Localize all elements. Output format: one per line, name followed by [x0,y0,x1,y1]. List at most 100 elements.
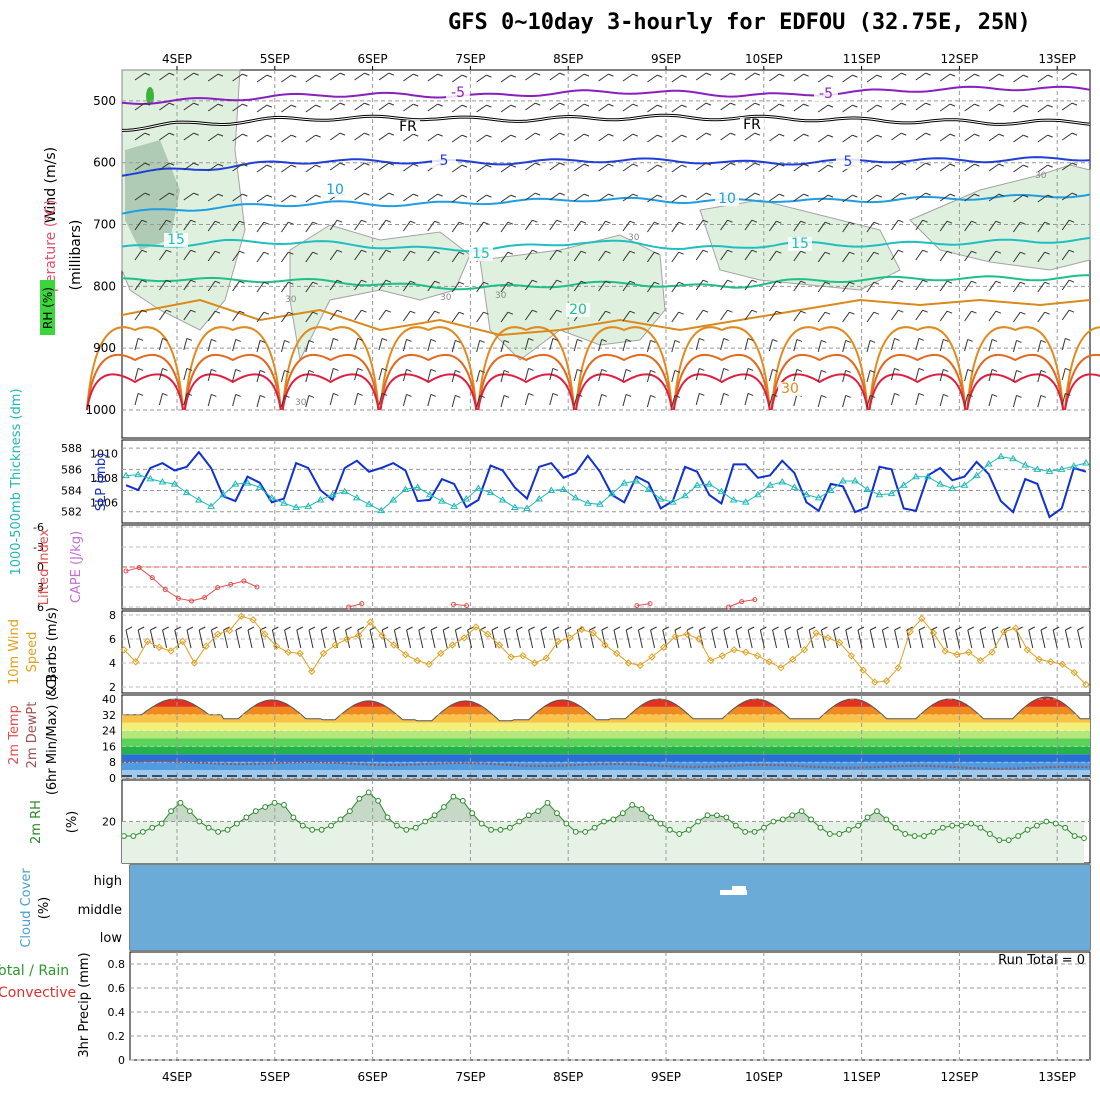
day-label-bottom: 13SEP [1038,1070,1076,1084]
wind-barb-flag [803,133,809,137]
rh-point [1024,826,1031,833]
thickness-point [377,506,386,514]
wind-barb [525,192,536,201]
rh-point [488,826,494,833]
thickness-point [1009,454,1017,462]
rh-point [845,826,852,833]
wind-barb [1037,370,1042,383]
wind-barb [549,219,558,231]
wind-barb-flag [166,279,172,283]
wind-speed-point [437,649,445,658]
day-label-top: 6SEP [358,52,388,66]
rh-point [761,824,767,831]
wind-barb [137,629,143,649]
ylabel-temp-units: (6hr Min/Max) (°C) [45,675,60,795]
wind-speed-point [777,664,785,672]
wind-barb [305,370,310,383]
thickness-point [972,471,981,479]
wind-barb [183,309,192,321]
wind-barb-flag [510,194,517,198]
wind-barb [1013,104,1024,113]
wind-barb-flag [803,193,809,197]
wind-barb [442,629,448,649]
wind-barb-flag [1071,102,1078,106]
wind-barb-flag [784,626,792,631]
wind-barb [964,133,975,142]
wind-barb-flag [711,626,718,631]
thickness-point [729,496,738,503]
wind-barb [305,74,316,83]
day-label-top: 10SEP [745,52,783,66]
contour-label-bg [566,303,590,317]
wind-barb [842,281,850,293]
thickness-point [778,478,787,485]
thickness-point [608,489,616,497]
wind-barb-flag [852,134,858,138]
wind-barb-flag [876,164,883,168]
day-label-top: 5SEP [260,52,290,66]
wind-barb [354,338,359,351]
pressure-tick-label: 700 [93,218,116,232]
wind-barb [280,370,285,383]
wind-barb-flag [918,337,925,341]
wind-barb-flag [577,338,583,342]
rh-point [365,789,372,796]
wind-barb [1064,629,1070,649]
boundary-contour [1064,326,1100,411]
wind-barb [354,393,359,406]
wind-barb-flag [434,250,440,254]
wind-barb-flag [507,281,514,285]
temp-tick-label: 40 [102,693,116,706]
rh-point [789,812,796,819]
wind-barb-flag [894,367,900,371]
rh-point [431,812,438,819]
wind-barb [183,279,192,291]
wind-barb [476,164,487,173]
pressure-tick-label: 1000 [85,403,116,417]
wind-barb [134,249,143,261]
wind-barb-flag [776,280,782,284]
rh-point [892,824,899,831]
isotherm-line [121,156,1091,177]
wind-barb [598,250,606,262]
wind-barb [491,629,497,649]
boundary-contour [672,353,771,411]
wind-barb [768,220,777,232]
wind-barb-flag [608,103,614,107]
boundary-contour [672,373,771,411]
wind-barb-flag [144,102,151,106]
wind-barb-flag [430,368,437,372]
wind-barb [833,629,839,649]
wind-barb [207,193,219,202]
wind-barb-flag [162,626,169,631]
wind-barb-flag [922,219,928,223]
wind-barb-flag [601,368,607,372]
cloud-level-label: low [100,931,123,946]
wind-barb-flag [1065,392,1071,396]
thickness-point [1057,465,1066,472]
wind-barb [158,338,163,351]
wind-barb [476,281,484,293]
wind-barb-flag [727,249,733,253]
thickness-point [547,486,556,494]
wind-barb-flag [754,192,761,196]
wind-barb-flag [333,367,339,371]
rh-point [299,822,306,829]
wind-barb [162,629,168,649]
wind-barb [622,163,634,172]
wind-barb-flag [385,249,392,253]
ylabel-2m-rh: 2m RH [29,800,44,844]
wind-barb [906,629,912,649]
wind-barb-flag [949,193,956,197]
wind-barb [552,629,558,649]
rh-point [450,793,457,800]
wind-barb [768,280,777,292]
wind-barb [720,309,728,321]
wind-barb [647,104,658,113]
wind-barb [1037,251,1046,263]
wind-barb [817,395,822,408]
thickness-point [1021,461,1030,468]
wind-barb [134,338,139,351]
wind-barb [378,162,390,171]
wind-barb-flag [413,163,419,167]
